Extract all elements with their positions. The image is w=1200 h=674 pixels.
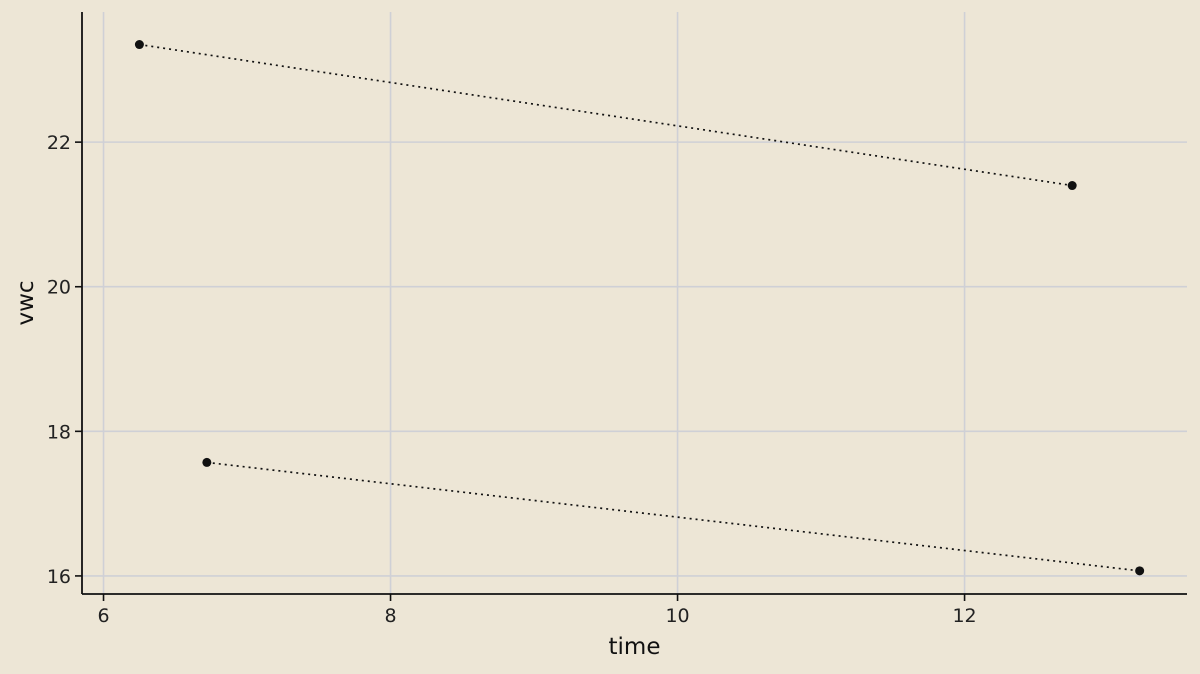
series-1-point-1 [1135, 566, 1145, 576]
x-tick-label-0: 6 [97, 605, 109, 627]
series-0-point-1 [1067, 181, 1077, 191]
grid-lines [82, 12, 1187, 594]
y-tick-label-3: 22 [47, 132, 71, 154]
x-tick-label-2: 10 [665, 605, 689, 627]
y-axis-title: vwc [13, 280, 39, 325]
series-1-point-0 [202, 457, 212, 467]
series-1-line [206, 461, 1140, 572]
x-axis-title: time [609, 634, 661, 660]
y-tick-label-2: 20 [47, 277, 71, 299]
x-tick-label-3: 12 [952, 605, 976, 627]
x-tick-label-1: 8 [384, 605, 396, 627]
axis-ticks: 6 8 10 12 16 18 20 22 [47, 132, 977, 627]
series-0-point-0 [134, 40, 144, 50]
series-layer [134, 40, 1145, 576]
y-tick-label-1: 18 [47, 421, 71, 443]
series-0-line [139, 43, 1073, 187]
y-tick-label-0: 16 [47, 566, 71, 588]
